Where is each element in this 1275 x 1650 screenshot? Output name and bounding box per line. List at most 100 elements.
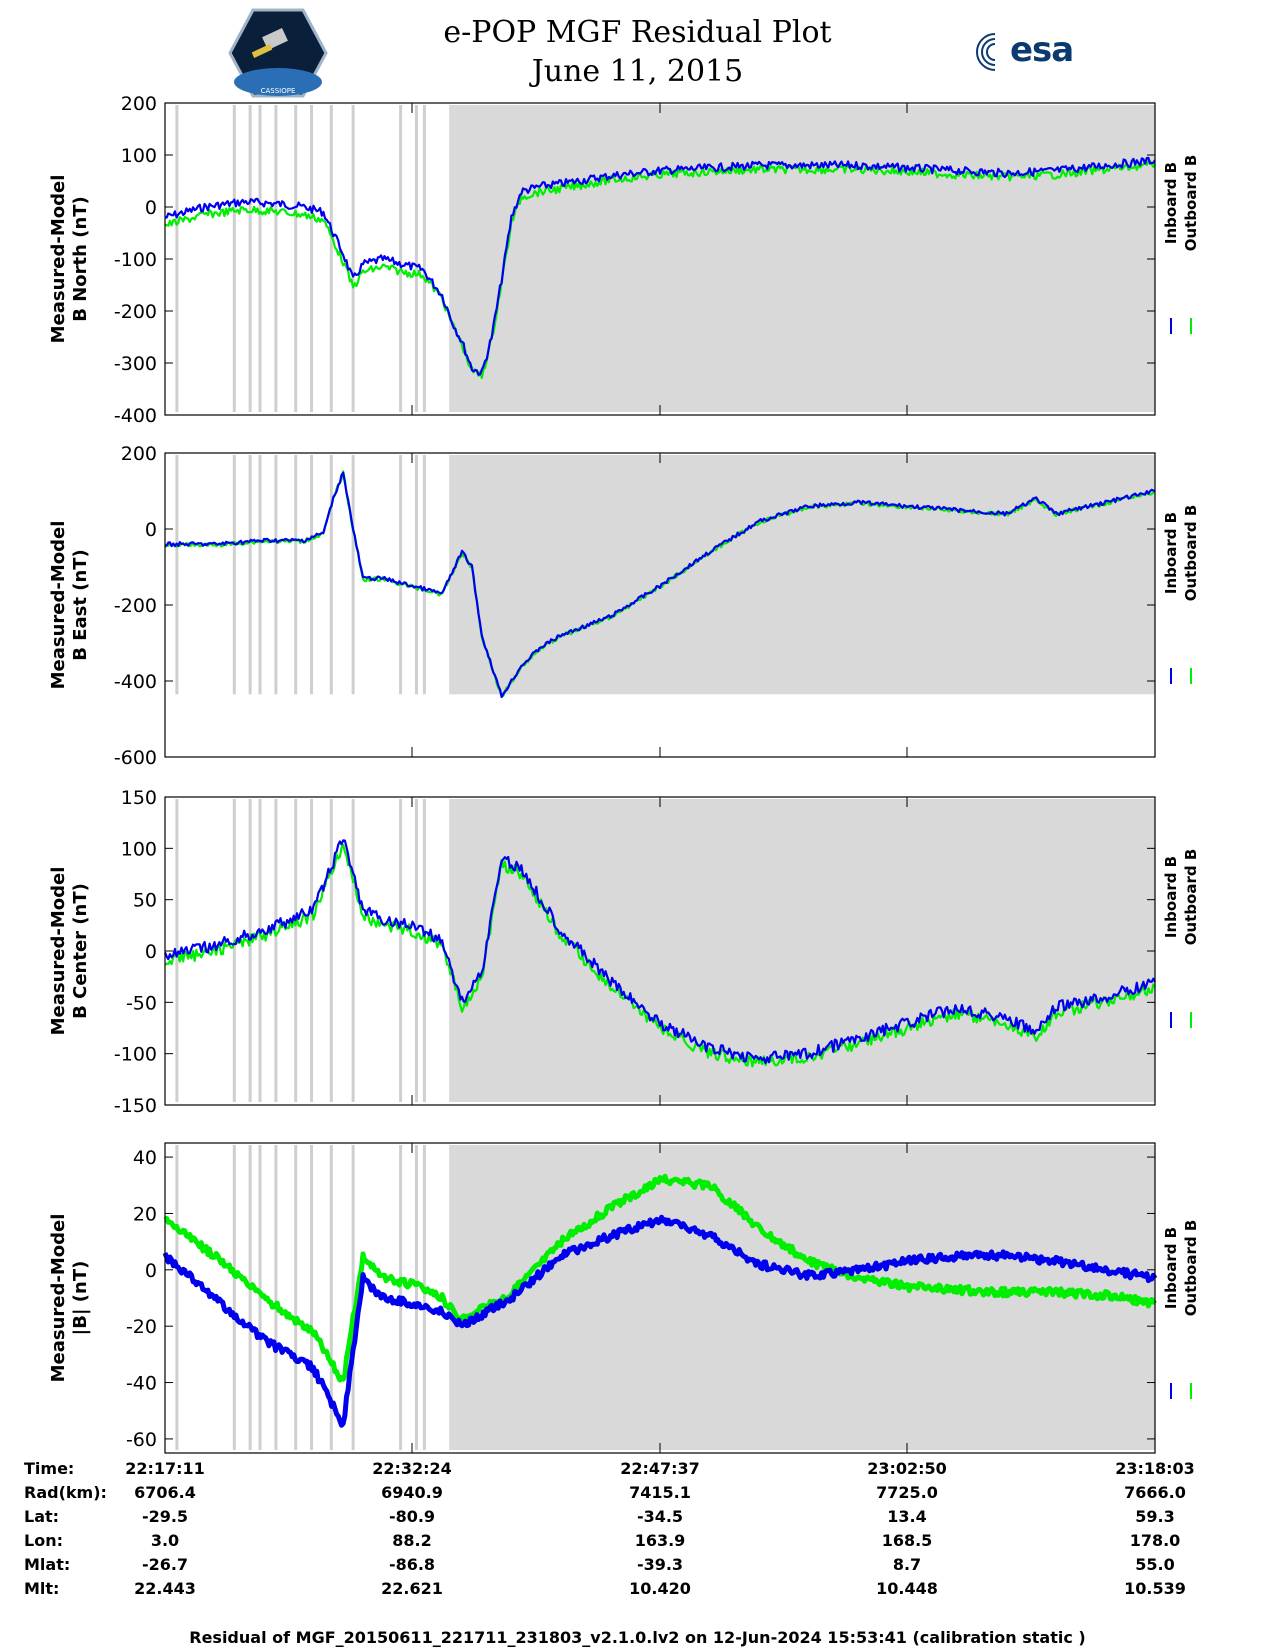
data-gap-stripe xyxy=(310,1145,314,1450)
ephemeris-value: 23:02:50 xyxy=(867,1459,947,1478)
panel-3: 150 100 50 0 -50 -100 -150 Measured-Model B Cent… xyxy=(48,787,1200,1117)
data-gap-stripe xyxy=(310,105,314,412)
footer-caption: Residual of MGF_20150611_221711_231803_v… xyxy=(189,1628,1086,1647)
y-axis-label: Measured-Model xyxy=(48,521,69,690)
data-gap-stripe xyxy=(175,799,179,1102)
y-tick-label: -200 xyxy=(114,595,157,617)
y-tick-label: 200 xyxy=(121,93,157,115)
y-tick-label: 150 xyxy=(121,787,157,809)
data-gap-stripe xyxy=(414,1145,418,1450)
series-line-inboard xyxy=(163,839,1156,1065)
data-gap-stripe xyxy=(258,1145,262,1450)
y-tick-label: 40 xyxy=(133,1147,157,1169)
shaded-region xyxy=(449,799,1155,1102)
data-gap-stripe xyxy=(294,105,298,412)
ephemeris-label: Mlat: xyxy=(24,1555,71,1574)
y-tick-label: -600 xyxy=(114,747,157,769)
data-gap-stripe xyxy=(274,105,278,412)
y-tick-label: 200 xyxy=(121,443,157,465)
series-line-outboard xyxy=(164,160,1156,379)
ephemeris-label: Mlt: xyxy=(24,1579,60,1598)
series-line-outboard xyxy=(163,1173,1157,1383)
y-axis-label: Measured-Model xyxy=(48,1214,69,1383)
ephemeris-label: Lat: xyxy=(24,1507,60,1526)
data-gap-stripe xyxy=(175,455,179,695)
panel-4: 40 20 0 -20 -40 -60 Measured-Model |B| (nT) Inbo… xyxy=(48,1142,1200,1454)
data-gap-stripe xyxy=(329,105,333,412)
y-tick-label: -200 xyxy=(114,301,157,323)
data-gap-stripe xyxy=(274,1145,278,1450)
data-gap-stripe xyxy=(258,455,262,695)
y-tick-label: -150 xyxy=(114,1095,157,1117)
data-gap-stripe xyxy=(351,455,355,695)
data-gap-stripe xyxy=(310,455,314,695)
data-gap-stripe xyxy=(310,799,314,1102)
ephemeris-value: 3.0 xyxy=(150,1531,180,1550)
y-tick-label: 0 xyxy=(145,1260,157,1282)
y-tick-label: -100 xyxy=(114,1044,157,1066)
data-gap-stripe xyxy=(248,455,252,695)
data-gap-stripe xyxy=(294,799,298,1102)
ephemeris-value: 22:17:11 xyxy=(125,1459,205,1478)
ephemeris-value: -86.8 xyxy=(388,1555,436,1574)
ephemeris-value: 6940.9 xyxy=(381,1483,443,1502)
data-gap-stripe xyxy=(414,799,418,1102)
ephemeris-value: 7415.1 xyxy=(629,1483,691,1502)
plot-date: June 11, 2015 xyxy=(531,54,744,89)
y-axis-label: Measured-Model xyxy=(48,175,69,344)
y-tick-label: -50 xyxy=(126,992,157,1014)
data-gap-stripe xyxy=(294,455,298,695)
data-gap-stripe xyxy=(329,1145,333,1450)
y-axis-label: Measured-Model xyxy=(48,867,69,1036)
y-tick-label: -20 xyxy=(126,1316,157,1338)
data-gap-stripe xyxy=(399,455,403,695)
y-axis-label: |B| (nT) xyxy=(70,1261,91,1336)
y-axis-label: B Center (nT) xyxy=(70,883,91,1019)
data-gap-stripe xyxy=(422,105,426,412)
y-tick-label: -300 xyxy=(114,353,157,375)
y-axis-label: B North (nT) xyxy=(70,196,91,322)
data-gap-stripe xyxy=(351,799,355,1102)
ephemeris-label: Time: xyxy=(24,1459,75,1478)
ephemeris-value: 10.448 xyxy=(876,1579,938,1598)
esa-logo-icon xyxy=(976,30,1009,74)
data-gap-stripe xyxy=(258,105,262,412)
ephemeris-value: 22:32:24 xyxy=(372,1459,452,1478)
data-gap-stripe xyxy=(274,455,278,695)
data-gap-stripe xyxy=(248,1145,252,1450)
data-gap-stripe xyxy=(175,1145,179,1450)
y-tick-label: 50 xyxy=(133,890,157,912)
data-gap-stripe xyxy=(399,799,403,1102)
panel-2: 200 0 -200 -400 -600 Measured-Model B East (nT… xyxy=(48,443,1200,769)
data-gap-stripe xyxy=(422,1145,426,1450)
data-gap-stripe xyxy=(329,455,333,695)
ephemeris-value: -39.3 xyxy=(636,1555,684,1574)
y-tick-label: 0 xyxy=(145,519,157,541)
shaded-region xyxy=(449,105,1155,412)
ephemeris-value: 163.9 xyxy=(634,1531,686,1550)
y-tick-label: 100 xyxy=(121,838,157,860)
data-gap-stripe xyxy=(248,799,252,1102)
ephemeris-value: 88.2 xyxy=(392,1531,432,1550)
y-tick-label: 100 xyxy=(121,145,157,167)
ephemeris-value: 8.7 xyxy=(892,1555,922,1574)
data-gap-stripe xyxy=(274,799,278,1102)
ephemeris-value: -80.9 xyxy=(388,1507,436,1526)
data-gap-stripe xyxy=(232,105,236,412)
legend-outboard-label: Outboard B xyxy=(1182,849,1200,946)
ephemeris-value: 23:18:03 xyxy=(1115,1459,1195,1478)
ephemeris-value: 10.539 xyxy=(1124,1579,1186,1598)
mission-logo: CASSIOPE xyxy=(228,8,328,98)
esa-logo-text: esa xyxy=(1010,30,1074,70)
y-tick-label: 20 xyxy=(133,1203,157,1225)
shaded-region xyxy=(449,1145,1155,1450)
ephemeris-value: 168.5 xyxy=(881,1531,933,1550)
ephemeris-value: 7725.0 xyxy=(876,1483,938,1502)
panel-1: 200 100 0 -100 -200 -300 -400 Measured-Model B N… xyxy=(48,93,1200,427)
legend-outboard-label: Outboard B xyxy=(1182,505,1200,602)
y-tick-label: -100 xyxy=(114,249,157,271)
data-gap-stripe xyxy=(351,1145,355,1450)
data-gap-stripe xyxy=(422,455,426,695)
ephemeris-value: -34.5 xyxy=(636,1507,684,1526)
